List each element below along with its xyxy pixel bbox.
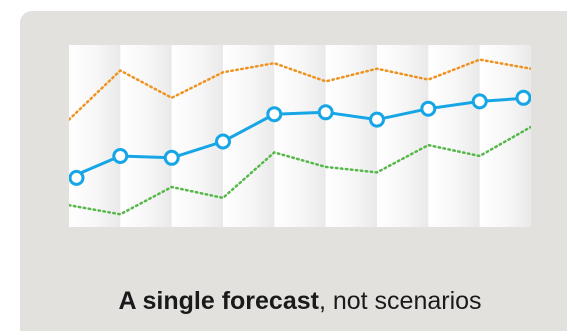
upper-line bbox=[69, 58, 531, 121]
caption-bold: A single forecast bbox=[118, 287, 319, 315]
background-stripe bbox=[69, 45, 121, 227]
background-stripe bbox=[274, 45, 327, 227]
forecast-point bbox=[163, 149, 180, 166]
caption: A single forecast, not scenarios bbox=[69, 285, 531, 317]
forecast-point bbox=[69, 169, 85, 186]
forecast-point bbox=[215, 133, 231, 150]
forecast-line bbox=[69, 96, 531, 180]
forecast-point bbox=[515, 89, 531, 106]
forecast-point bbox=[266, 106, 283, 123]
forecast-point bbox=[420, 100, 437, 117]
background-stripe bbox=[428, 45, 481, 227]
caption-rest: , not scenarios bbox=[318, 287, 482, 315]
forecast-point bbox=[369, 111, 385, 128]
background-stripe bbox=[325, 45, 378, 227]
background-stripe bbox=[377, 45, 429, 227]
forecast-point bbox=[112, 148, 129, 164]
background-stripe bbox=[171, 45, 224, 227]
forecast-point bbox=[317, 104, 334, 121]
background-stripe bbox=[479, 45, 531, 227]
forecast-point bbox=[471, 93, 488, 110]
forecast-chart bbox=[69, 45, 531, 227]
lower-line bbox=[69, 125, 531, 216]
